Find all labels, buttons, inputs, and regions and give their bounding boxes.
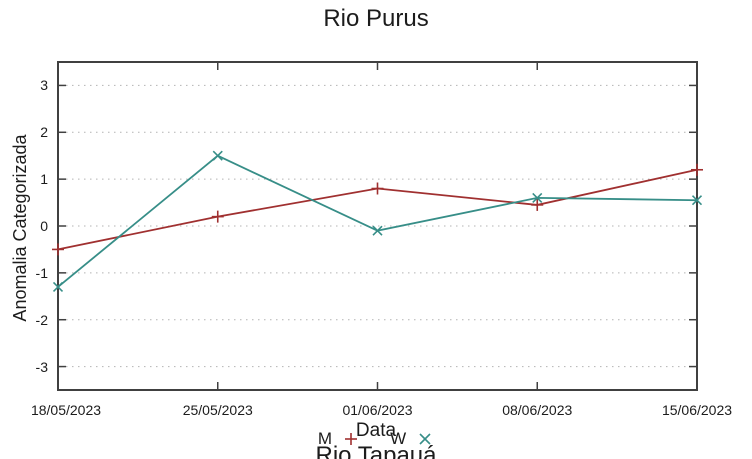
x-marker (532, 192, 543, 203)
y-tick-label: 1 (40, 171, 48, 188)
x-axis-label: Data (355, 420, 397, 441)
x-marker (212, 150, 223, 161)
y-tick-label: 3 (40, 77, 48, 94)
series-line-W (57, 154, 698, 288)
y-tick-label: 0 (40, 218, 48, 234)
x-marker (372, 225, 383, 236)
legend-label: M (317, 430, 333, 446)
legend-entry-W: W (390, 430, 434, 446)
y-tick-label: -2 (35, 311, 48, 328)
legend-marker-plus-icon (345, 432, 358, 445)
x-tick-label: 01/06/2023 (342, 402, 413, 418)
chart-title: Rio Purus (323, 5, 429, 32)
y-tick-label: -1 (35, 264, 48, 281)
legend-label: W (390, 430, 407, 446)
legend-entry-M: M (318, 430, 360, 446)
y-tick-label: 2 (40, 124, 48, 141)
series-line-M (57, 168, 698, 251)
x-tick-label: 08/06/2023 (502, 402, 573, 418)
x-tick-label: 18/05/2023 (30, 402, 102, 418)
y-tick-label: -3 (35, 358, 48, 375)
x-marker (52, 281, 64, 292)
x-tick-label: 15/06/2023 (661, 402, 733, 418)
x-marker (691, 195, 703, 206)
legend-marker-x-icon (419, 432, 431, 445)
x-tick-label: 25/05/2023 (182, 402, 253, 418)
next-chart-title-clipped: Rio Tapauá (315, 442, 437, 459)
